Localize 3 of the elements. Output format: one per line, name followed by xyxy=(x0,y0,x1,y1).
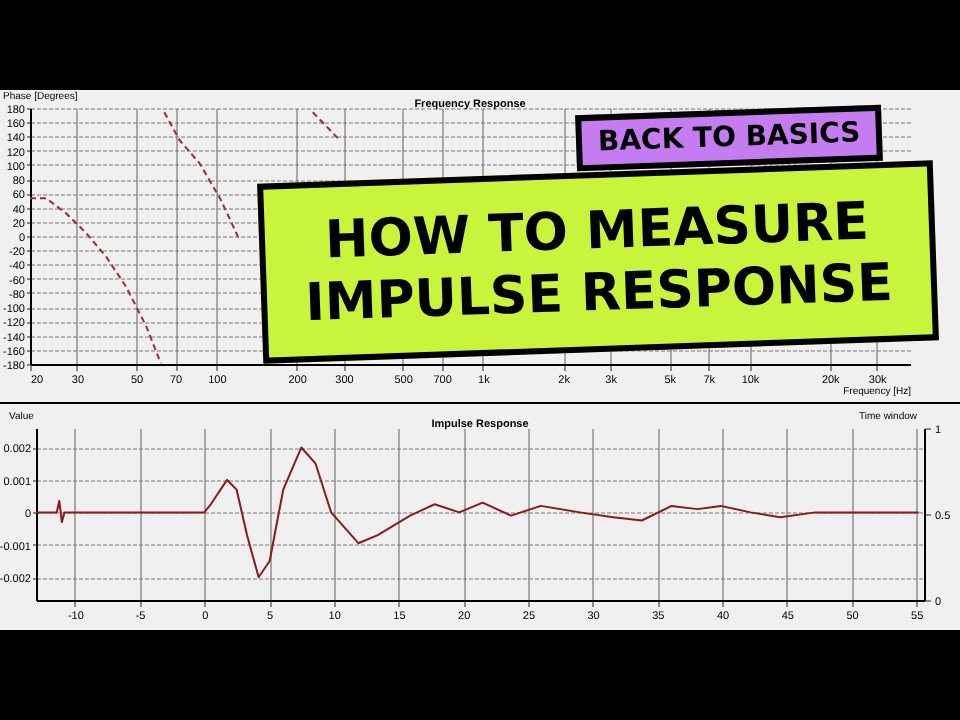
annotation: HOW TO MEASURE IMPULSE RESPONSE xyxy=(257,160,939,364)
annotation: BACK TO BASICS xyxy=(575,104,884,172)
line-series xyxy=(36,446,920,579)
